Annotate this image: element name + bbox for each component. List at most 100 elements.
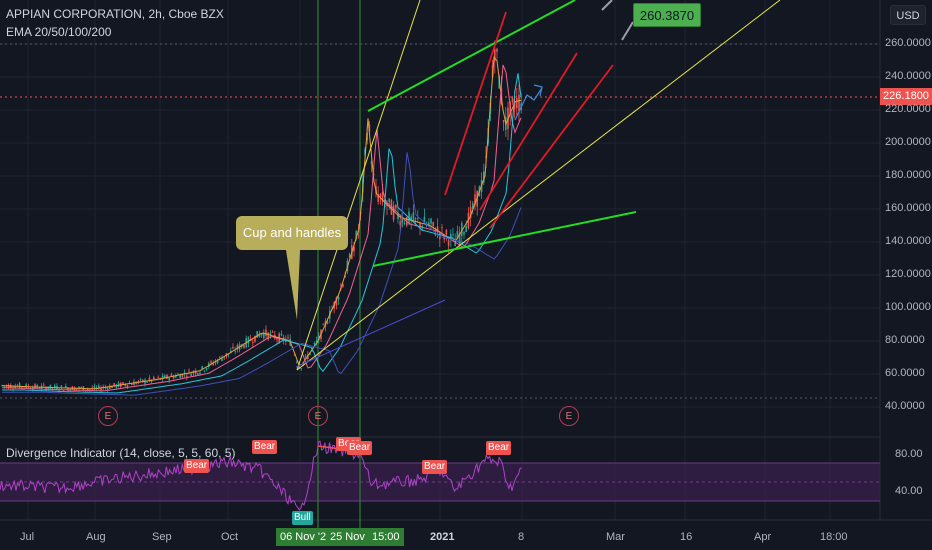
candle-body xyxy=(76,388,78,390)
trendlines[interactable] xyxy=(286,0,781,371)
candle-body xyxy=(441,227,443,228)
candle-body xyxy=(58,389,60,391)
candle-body xyxy=(315,340,318,343)
time-tick-label: Aug xyxy=(86,531,106,543)
oscillator-title[interactable]: Divergence Indicator (14, close, 5, 5, 6… xyxy=(6,446,236,460)
candle-body xyxy=(511,97,514,102)
projection-arrow xyxy=(514,87,543,121)
candle-body xyxy=(216,360,219,364)
price-tick-label: 260.0000 xyxy=(885,37,931,49)
candle-body xyxy=(122,382,124,385)
candle-body xyxy=(175,375,177,378)
candle-body xyxy=(212,363,214,365)
candle-body xyxy=(146,381,148,383)
price-tick-label: 200.0000 xyxy=(885,136,931,148)
candle-body xyxy=(417,218,419,220)
candle-body xyxy=(335,297,338,306)
candle-body xyxy=(469,206,472,218)
candle-body xyxy=(518,94,520,112)
candle-body xyxy=(117,382,120,387)
candle-body xyxy=(111,386,113,389)
candle-body xyxy=(54,385,56,388)
price-callout[interactable]: 260.3870 xyxy=(633,3,701,27)
candle-body xyxy=(80,387,82,388)
candle-body xyxy=(326,322,329,324)
cup-and-handles-callout[interactable]: Cup and handles xyxy=(236,216,348,250)
candle-body xyxy=(381,191,384,202)
candle-body xyxy=(170,374,173,376)
chart-title: APPIAN CORPORATION, 2h, Cboe BZX xyxy=(6,7,224,21)
candle-body xyxy=(502,120,505,123)
candle-body xyxy=(186,375,188,377)
candle-body xyxy=(219,356,221,358)
candle-body xyxy=(73,387,76,391)
candle-body xyxy=(142,379,144,383)
candle-body xyxy=(126,384,129,387)
time-tick-label: Apr xyxy=(754,531,772,543)
trendline xyxy=(296,0,421,371)
earnings-marker-2[interactable]: E xyxy=(308,406,328,426)
earnings-marker-3[interactable]: E xyxy=(559,406,579,426)
candle-body xyxy=(36,385,38,388)
trendline xyxy=(489,64,614,229)
candle-body xyxy=(472,203,474,209)
candle-body xyxy=(456,230,459,239)
candle-body xyxy=(177,374,179,375)
price-callout-pointer xyxy=(601,0,613,11)
earnings-marker-1[interactable]: E xyxy=(98,406,118,426)
candle-body xyxy=(401,217,404,223)
currency-button[interactable]: USD xyxy=(890,5,926,25)
ema-line xyxy=(1,56,522,390)
candle-body xyxy=(313,342,316,345)
candle-body xyxy=(157,377,159,378)
candle-body xyxy=(161,375,164,380)
candle-body xyxy=(414,217,417,219)
price-series xyxy=(1,40,522,396)
candle-body xyxy=(12,388,14,389)
candle-body xyxy=(236,345,239,350)
candle-body xyxy=(168,378,170,381)
candle-body xyxy=(287,337,289,339)
time-tick-label: 2021 xyxy=(430,531,455,543)
candle-body xyxy=(260,333,263,336)
ema-legend[interactable]: EMA 20/50/100/200 xyxy=(6,25,112,39)
candle-body xyxy=(49,384,52,389)
candle-body xyxy=(428,222,430,226)
candle-body xyxy=(148,377,151,380)
price-tick-label: 160.0000 xyxy=(885,202,931,214)
candle-body xyxy=(461,222,463,237)
candle-body xyxy=(432,221,434,226)
candle-body xyxy=(496,48,498,52)
candle-body xyxy=(7,384,10,389)
time-tick-label: Sep xyxy=(152,531,172,543)
candle-body xyxy=(388,198,390,203)
candle-body xyxy=(293,354,296,356)
price-tick-label: 180.0000 xyxy=(885,169,931,181)
candle-body xyxy=(10,384,12,389)
trendline xyxy=(479,52,578,211)
candle-body xyxy=(223,357,225,359)
current-price-tag: 226.1800 xyxy=(880,88,932,105)
candle-body xyxy=(366,132,368,141)
candle-body xyxy=(60,385,63,387)
time-tick-label: Jul xyxy=(20,531,35,543)
candle-body xyxy=(45,387,47,391)
candle-body xyxy=(370,160,373,165)
ema-line xyxy=(2,64,522,392)
time-tick-label: 8 xyxy=(518,531,525,543)
candle-body xyxy=(210,361,212,363)
bear-signal-1: Bear xyxy=(252,440,278,454)
price-tick-label: 40.0000 xyxy=(885,400,925,412)
candle-body xyxy=(166,374,168,379)
candle-body xyxy=(280,333,283,336)
candle-body xyxy=(342,284,344,287)
candle-body xyxy=(296,361,298,363)
candle-body xyxy=(205,368,208,370)
bear-signal-6: Bear xyxy=(486,441,512,455)
candle-body xyxy=(100,388,102,391)
candle-body xyxy=(256,330,258,338)
candle-body xyxy=(263,332,265,338)
callout-tail xyxy=(286,250,300,320)
price-callout-pointer xyxy=(621,21,634,41)
